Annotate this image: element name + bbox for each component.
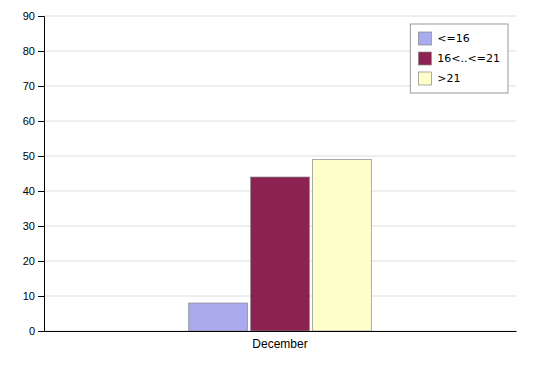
legend-box: [410, 24, 508, 93]
bar: [251, 177, 310, 331]
y-tick: 40: [23, 185, 44, 197]
bars: [189, 160, 372, 332]
legend: <=16 16<..<=21 >21: [410, 24, 508, 93]
y-tick-label: 30: [23, 220, 35, 232]
y-tick-label: 20: [23, 255, 35, 267]
y-tick-mark: [38, 156, 44, 157]
y-tick-label: 80: [23, 45, 35, 57]
y-tick: 20: [23, 255, 44, 267]
legend-swatch: [418, 32, 431, 45]
y-tick: 50: [23, 150, 44, 162]
bar: [189, 303, 248, 331]
y-tick: 80: [23, 45, 44, 57]
x-tick: December: [252, 337, 307, 351]
y-tick-mark: [38, 121, 44, 122]
grid-line: [44, 16, 516, 17]
y-tick-label: 50: [23, 150, 35, 162]
y-tick: 90: [23, 10, 44, 22]
x-tick-label: December: [252, 337, 307, 351]
y-tick-mark: [38, 51, 44, 52]
y-tick-label: 70: [23, 80, 35, 92]
y-tick: 0: [29, 325, 44, 337]
grid-line: [44, 156, 516, 157]
y-tick: 60: [23, 115, 44, 127]
y-axis-line: [38, 17, 45, 332]
chart: 0 10 20 30 40 50 60 70 80 90 December <=16 16<..<=21…: [0, 0, 536, 367]
y-tick: 30: [23, 220, 44, 232]
y-tick-label: 60: [23, 115, 35, 127]
bar: [312, 160, 371, 332]
y-tick-mark: [38, 226, 44, 227]
y-tick-mark: [38, 16, 44, 17]
y-tick-label: 0: [29, 325, 35, 337]
legend-swatch: [418, 52, 431, 65]
y-tick-label: 10: [23, 290, 35, 302]
grid: [44, 16, 516, 331]
y-tick-mark: [38, 296, 44, 297]
legend-label: >21: [437, 72, 460, 85]
y-tick: 70: [23, 80, 44, 92]
legend-item: 16<..<=21: [418, 52, 500, 65]
y-tick-label: 90: [23, 10, 35, 22]
legend-item: <=16: [418, 32, 469, 45]
y-tick-mark: [38, 86, 44, 87]
x-axis-line: [45, 331, 517, 332]
plot: 0 10 20 30 40 50 60 70 80 90 December <=16 16<..<=21…: [23, 10, 517, 351]
legend-swatch: [418, 72, 431, 85]
grid-line: [44, 121, 516, 122]
x-axis: December: [45, 332, 517, 351]
y-axis: 0 10 20 30 40 50 60 70 80 90: [23, 10, 45, 337]
y-tick-mark: [38, 261, 44, 262]
legend-label: 16<..<=21: [437, 52, 500, 65]
y-tick-label: 40: [23, 185, 35, 197]
legend-item: >21: [418, 72, 460, 85]
y-tick-mark: [38, 331, 44, 332]
y-tick-mark: [38, 191, 44, 192]
legend-label: <=16: [437, 32, 469, 45]
y-tick: 10: [23, 290, 44, 302]
